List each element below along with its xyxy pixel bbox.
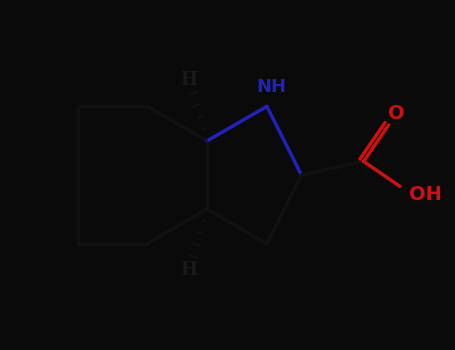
Text: H: H [180,260,197,279]
Text: NH: NH [257,78,287,96]
Text: H: H [180,71,197,90]
Text: O: O [389,104,405,123]
Text: OH: OH [409,185,441,204]
